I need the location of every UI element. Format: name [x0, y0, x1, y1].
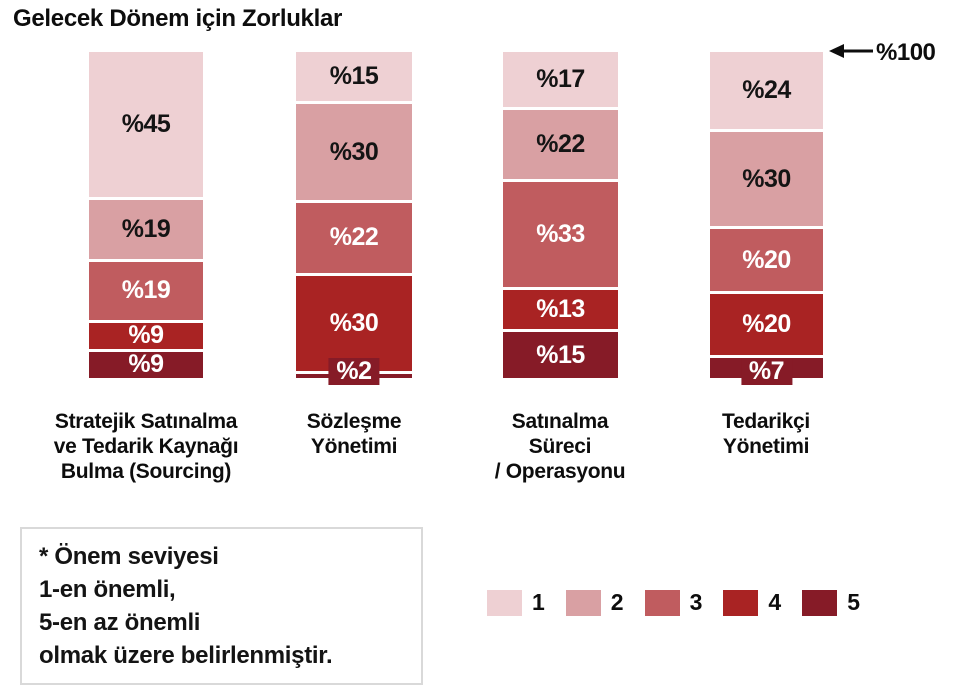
legend-label-3: 3: [689, 589, 703, 615]
category-label-tedarikci: Tedarikçi Yönetimi: [722, 410, 810, 458]
legend-item-4: 4: [723, 589, 781, 616]
segment-value-label: %15: [329, 62, 379, 91]
stacked-bar-sozlesme: %15 %30 %22 %30 %2: [296, 52, 412, 385]
segment-value-label: %22: [329, 223, 379, 252]
segment-value-label: %9: [128, 350, 164, 379]
legend-item-3: 3: [644, 589, 703, 616]
bar-segment-level-2: %19: [89, 197, 203, 259]
legend-swatch-1: [487, 589, 522, 616]
bar-segment-level-2: %22: [503, 107, 618, 180]
bar-segment-level-3: %19: [89, 258, 203, 320]
bar-segment-level-4: %13: [503, 286, 618, 330]
segment-value-label: %30: [329, 137, 379, 166]
bar-segment-level-3: %22: [296, 200, 412, 273]
stacked-bar-sourcing: %45 %19 %19 %9 %9: [89, 52, 203, 378]
category-label-sozlesme: Sözleşme Yönetimi: [306, 410, 402, 458]
bar-segment-level-4: %30: [296, 272, 412, 372]
segment-value-label: %30: [742, 164, 791, 193]
bar-segment-level-2: %30: [710, 129, 823, 227]
chart-title: Gelecek Dönem için Zorluklar: [13, 5, 343, 32]
bar-segment-level-1: %15: [296, 52, 412, 102]
bar-segment-level-3: %20: [710, 226, 823, 291]
bar-segment-level-4: %20: [710, 290, 823, 356]
bar-segment-level-1: %17: [503, 52, 618, 108]
segment-value-label: %19: [121, 214, 171, 243]
bar-segment-level-5: %2: [296, 357, 412, 385]
category-label-satinalma-sureci: Satınalma Süreci / Operasyonu: [494, 410, 626, 483]
axis-max-annotation: %100: [876, 39, 936, 66]
legend-label-2: 2: [610, 589, 624, 615]
segment-value-label: %19: [121, 276, 171, 305]
segment-value-label: %7: [740, 357, 793, 385]
legend-item-5: 5: [802, 589, 860, 616]
segment-value-label: %24: [742, 76, 791, 105]
category-label-sourcing: Stratejik Satınalma ve Tedarik Kaynağı B…: [53, 410, 239, 483]
legend-swatch-4: [723, 589, 759, 616]
legend-swatch-5: [802, 589, 838, 616]
bar-segment-level-3: %33: [503, 179, 618, 287]
segment-value-label: %45: [121, 110, 171, 139]
bar-segment-level-4: %9: [89, 319, 203, 350]
stacked-bar-satinalma-sureci: %17 %22 %33 %13 %15: [503, 52, 618, 378]
importance-note-box: * Önem seviyesi 1-en önemli, 5-en az öne…: [20, 527, 423, 685]
bar-stack: %17 %22 %33 %13 %15: [503, 52, 618, 378]
segment-value-label: %15: [536, 340, 585, 369]
legend-label-5: 5: [847, 589, 860, 615]
bar-stack: %45 %19 %19 %9 %9: [89, 52, 203, 378]
legend-swatch-2: [565, 589, 601, 616]
bar-stack: %15 %30 %22 %30 %2: [296, 52, 412, 385]
legend-item-1: 1: [487, 589, 545, 616]
segment-value-label: %30: [329, 309, 379, 337]
segment-value-label: %20: [742, 245, 791, 274]
legend-label-4: 4: [768, 589, 782, 615]
segment-value-label: %2: [328, 357, 380, 385]
bar-stack: %24 %30 %20 %20 %7: [710, 52, 823, 385]
legend-item-2: 2: [565, 589, 624, 616]
segment-value-label: %22: [536, 130, 585, 159]
legend-label-1: 1: [532, 589, 545, 615]
bar-segment-level-1: %45: [89, 52, 203, 198]
bar-segment-level-5: %7: [710, 355, 823, 385]
segment-value-label: %13: [536, 294, 585, 323]
bar-segment-level-5: %15: [503, 329, 618, 378]
legend-swatch-3: [644, 589, 680, 616]
segment-value-label: %17: [536, 65, 585, 94]
legend: 1 2 3 4 5: [487, 589, 881, 616]
segment-value-label: %20: [742, 310, 791, 339]
stacked-bar-tedarikci: %24 %30 %20 %20 %7: [710, 52, 823, 385]
segment-value-label: %33: [536, 219, 585, 248]
bar-segment-level-1: %24: [710, 52, 823, 130]
segment-value-label: %9: [128, 321, 164, 350]
bar-segment-level-5: %9: [89, 348, 203, 379]
bar-segment-level-2: %30: [296, 101, 412, 201]
left-arrow-icon: [829, 44, 873, 58]
